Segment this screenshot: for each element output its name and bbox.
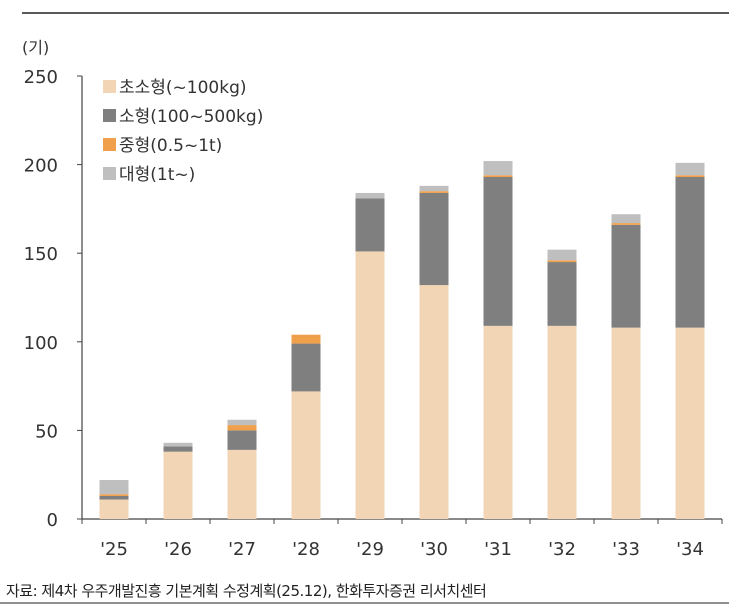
source-note: 자료: 제4차 우주개발진흥 기본계획 수정계획(25.12), 한화투자증권 … bbox=[6, 582, 487, 600]
bar-segment bbox=[675, 175, 705, 178]
x-tick-label: '25 bbox=[100, 539, 128, 560]
y-tick-label: 100 bbox=[24, 333, 58, 354]
bar-segment bbox=[227, 425, 257, 431]
bar-segment bbox=[611, 224, 641, 328]
bar-segment bbox=[675, 177, 705, 328]
bar-segment bbox=[675, 162, 705, 176]
bar-segment bbox=[483, 177, 513, 326]
legend-swatch bbox=[103, 167, 116, 180]
bar-segment bbox=[547, 260, 577, 263]
bar-segment bbox=[163, 446, 193, 452]
legend-swatch bbox=[103, 109, 116, 122]
bar-segment bbox=[355, 192, 385, 199]
x-tick-label: '34 bbox=[676, 539, 704, 560]
bar-segment bbox=[611, 214, 641, 224]
y-tick-label: 200 bbox=[24, 156, 58, 177]
bar-segment bbox=[291, 334, 321, 344]
bar-segment bbox=[483, 325, 513, 519]
x-tick-label: '32 bbox=[548, 539, 576, 560]
y-tick-label: 250 bbox=[24, 67, 58, 88]
bar-segment bbox=[547, 249, 577, 261]
y-tick-label: 0 bbox=[47, 510, 58, 531]
bar-segment bbox=[355, 251, 385, 520]
bar-segment bbox=[99, 494, 129, 496]
bar-segment bbox=[291, 391, 321, 519]
bar-segment bbox=[483, 175, 513, 178]
bar-segment bbox=[547, 325, 577, 519]
bar-segment bbox=[547, 262, 577, 326]
bar-segment bbox=[99, 480, 129, 495]
x-tick-label: '33 bbox=[612, 539, 640, 560]
x-tick-label: '29 bbox=[356, 539, 384, 560]
legend-label: 중형(0.5~1t) bbox=[119, 136, 222, 156]
bar-segment bbox=[611, 327, 641, 519]
bar-segment bbox=[227, 449, 257, 519]
legend-label: 대형(1t~) bbox=[119, 165, 195, 185]
bar-segment bbox=[419, 185, 449, 192]
bar-segment bbox=[99, 495, 129, 500]
x-tick-label: '30 bbox=[420, 539, 448, 560]
bar-segment bbox=[291, 343, 321, 392]
legend-label: 소형(100~500kg) bbox=[119, 107, 263, 127]
y-unit-label: (기) bbox=[22, 38, 49, 57]
bar-segment bbox=[163, 442, 193, 447]
legend-swatch bbox=[103, 138, 116, 151]
bar-segment bbox=[483, 161, 513, 176]
x-tick-label: '27 bbox=[228, 539, 256, 560]
bar-segment bbox=[355, 198, 385, 252]
legend-label: 초소형(~100kg) bbox=[119, 78, 247, 98]
bar-segment bbox=[99, 499, 129, 519]
legend-swatch bbox=[103, 80, 116, 93]
x-tick-label: '26 bbox=[164, 539, 192, 560]
bar-segment bbox=[419, 285, 449, 519]
bar-segment bbox=[611, 223, 641, 225]
bar-segment bbox=[419, 191, 449, 193]
bar-segment bbox=[163, 451, 193, 519]
bar-segment bbox=[419, 192, 449, 286]
bar-segment bbox=[227, 419, 257, 426]
bar-segment bbox=[227, 430, 257, 450]
x-tick-label: '28 bbox=[292, 539, 320, 560]
x-tick-label: '31 bbox=[484, 539, 512, 560]
bar-segment bbox=[675, 327, 705, 519]
y-tick-label: 50 bbox=[35, 421, 58, 442]
y-tick-label: 150 bbox=[24, 244, 58, 265]
